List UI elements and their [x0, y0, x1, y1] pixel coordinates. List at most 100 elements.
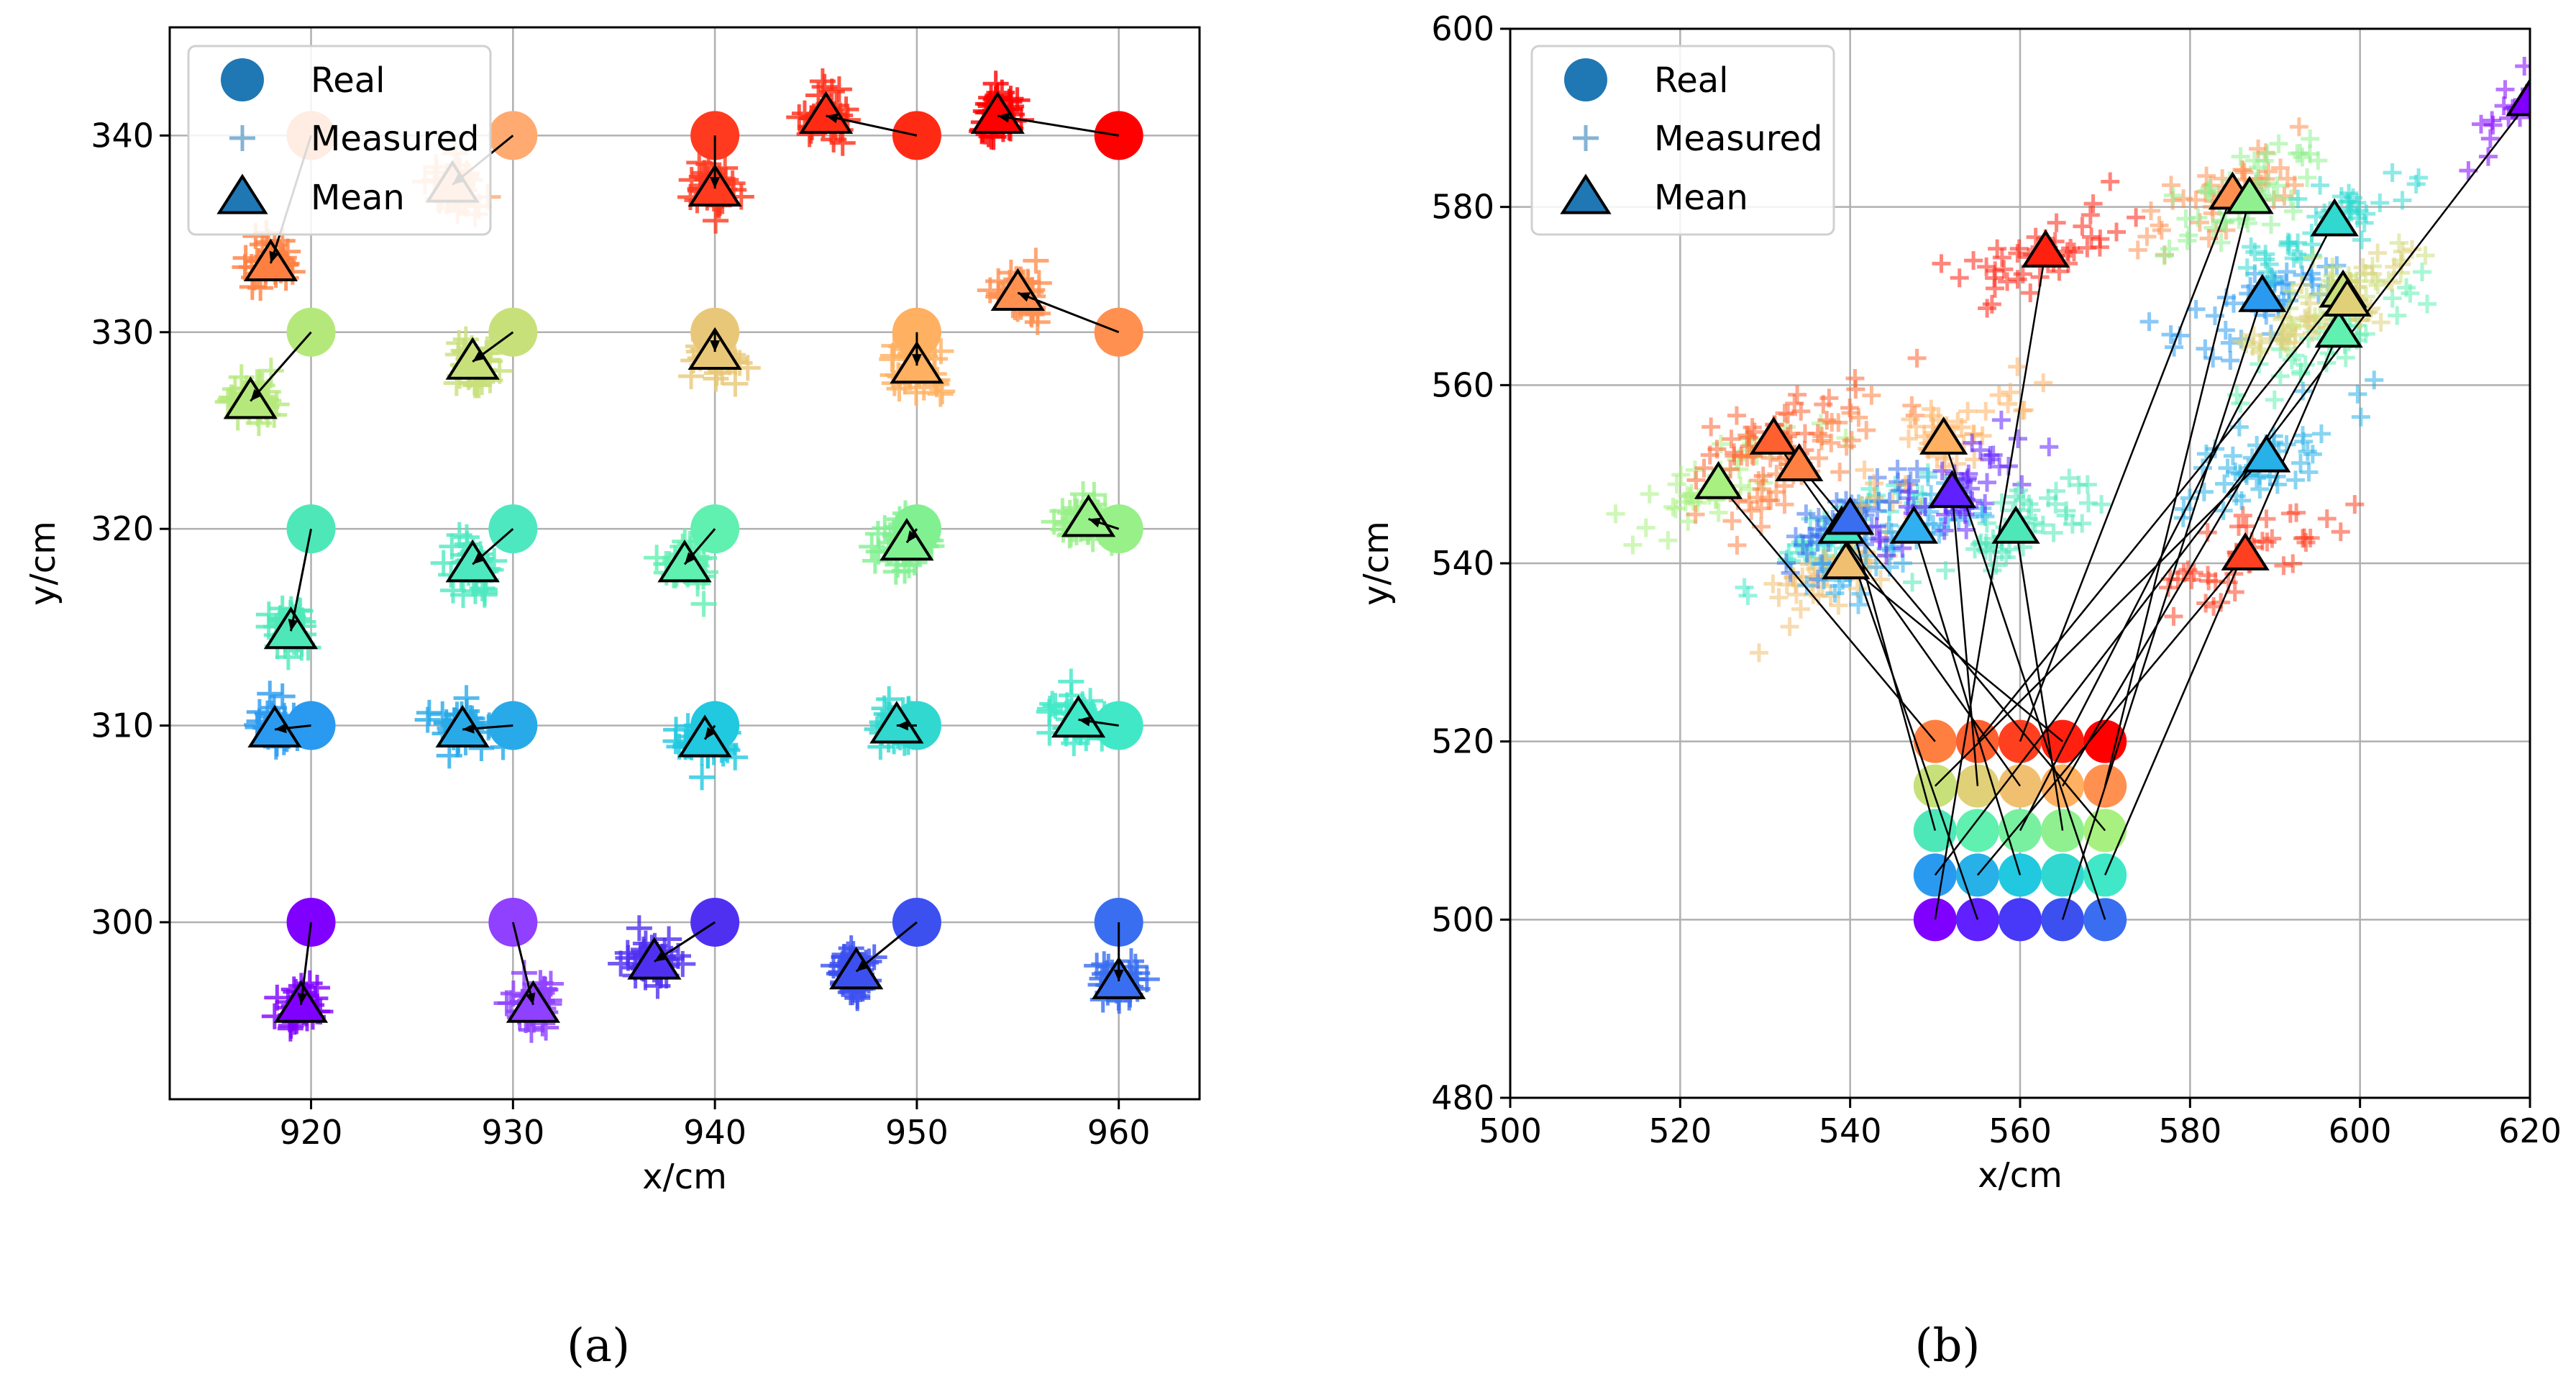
- measured-point: [1809, 448, 1829, 468]
- mean-point: [869, 701, 924, 744]
- measured-point: [304, 975, 331, 1001]
- error-line: [1951, 491, 1979, 786]
- measured-point: [1901, 409, 1920, 429]
- measured-point: [2296, 532, 2316, 552]
- measured-point: [1797, 576, 1817, 596]
- mean-point: [223, 376, 278, 419]
- measured-point: [1958, 401, 1978, 421]
- mean-point: [990, 268, 1045, 311]
- measured-point: [1851, 584, 1871, 604]
- mean-point: [1694, 460, 1743, 499]
- measured-point: [2284, 249, 2303, 268]
- mean-point: [677, 714, 732, 758]
- legend-real-marker: [221, 58, 264, 101]
- legend-measured-marker: [229, 125, 255, 151]
- measured-point: [2092, 495, 2111, 514]
- y-tick-label: 580: [1431, 188, 1494, 227]
- measured-point: [2216, 321, 2235, 340]
- measured-point: [1821, 586, 1840, 606]
- measured-point: [2061, 239, 2081, 258]
- measured-point: [2278, 169, 2297, 188]
- measured-point: [2221, 351, 2240, 370]
- measured-point: [1866, 558, 1886, 577]
- measured-point: [2165, 337, 2184, 357]
- measured-point: [1640, 484, 1659, 504]
- error-arrow-shaft: [1017, 291, 1120, 334]
- measured-point: [722, 370, 749, 397]
- measured-point: [1950, 268, 1969, 288]
- measured-point: [1963, 433, 1982, 453]
- x-tick-label: 620: [2498, 1111, 2562, 1150]
- measured-point: [2060, 468, 2079, 488]
- measured-point: [2257, 509, 2276, 529]
- y-tick-label: 520: [1431, 722, 1494, 761]
- error-arrow-head: [856, 960, 869, 972]
- error-line: [2104, 197, 2251, 786]
- measured-point: [2300, 144, 2319, 163]
- measured-point: [2273, 331, 2292, 350]
- mean-point: [1889, 505, 1938, 544]
- measured-point: [1935, 521, 1954, 540]
- measured-point: [2371, 313, 2390, 332]
- measured-point: [1700, 445, 1719, 465]
- measured-point: [2216, 212, 2235, 232]
- measured-point: [2073, 217, 2092, 236]
- error-arrow: [826, 113, 918, 137]
- measured-point: [2382, 273, 2401, 293]
- legend-entry: Real: [1654, 60, 1728, 101]
- measured-point: [1830, 463, 1850, 482]
- measured-point: [1978, 299, 1997, 318]
- measured-point: [2298, 168, 2317, 187]
- x-tick-label: 600: [2329, 1111, 2392, 1150]
- measured-point: [1888, 460, 1907, 479]
- measured-point: [1989, 386, 2009, 405]
- measured-point: [2139, 312, 2159, 332]
- measured-point: [1663, 497, 1683, 517]
- measured-point: [703, 365, 729, 392]
- mean-point: [2506, 78, 2530, 117]
- panel-a-caption: (a): [567, 1319, 630, 1373]
- measured-point: [1814, 395, 1833, 414]
- measured-point: [2021, 283, 2040, 303]
- measured-point: [1743, 418, 1762, 437]
- y-axis-label: y/cm: [23, 521, 63, 606]
- measured-point: [1829, 596, 1848, 615]
- measured-point: [1778, 404, 1798, 424]
- error-arrow-shaft: [654, 921, 716, 963]
- error-arrow: [288, 528, 313, 632]
- measured-point: [2351, 407, 2370, 427]
- error-line: [1934, 99, 2530, 876]
- measured-point: [2022, 501, 2041, 520]
- measured-point: [1742, 501, 1761, 520]
- y-tick-label: 300: [91, 903, 154, 942]
- measured-point: [1779, 543, 1799, 563]
- measured-point: [1788, 385, 1807, 404]
- measured-point: [1845, 369, 1865, 388]
- y-tick-label: 500: [1431, 900, 1494, 939]
- measured-point: [2218, 458, 2237, 478]
- measured-point: [2280, 234, 2299, 253]
- measured-point: [1738, 586, 1758, 605]
- measured-point: [2300, 294, 2319, 313]
- measured-point: [1058, 668, 1084, 695]
- measured-point: [1857, 421, 1876, 440]
- error-arrow-head: [1088, 517, 1101, 528]
- measured-point: [1737, 447, 1757, 467]
- measured-point: [1682, 483, 1702, 503]
- measured-point: [2365, 370, 2384, 390]
- measured-point: [2001, 383, 2020, 402]
- measured-point: [1636, 518, 1655, 537]
- measured-point: [1749, 643, 1768, 663]
- measured-point: [1830, 576, 1849, 596]
- measured-point: [2081, 205, 2100, 224]
- measured-point: [2317, 509, 2337, 528]
- mean-point: [1061, 494, 1116, 537]
- measured-point: [2009, 481, 2028, 500]
- mean-point: [1822, 541, 1871, 580]
- error-arrow-shaft: [289, 528, 313, 632]
- legend-entry: Real: [311, 60, 385, 101]
- measured-point: [2014, 491, 2033, 510]
- y-tick-label: 560: [1431, 365, 1494, 404]
- measured-point: [2277, 435, 2296, 454]
- measured-point: [1855, 460, 1874, 480]
